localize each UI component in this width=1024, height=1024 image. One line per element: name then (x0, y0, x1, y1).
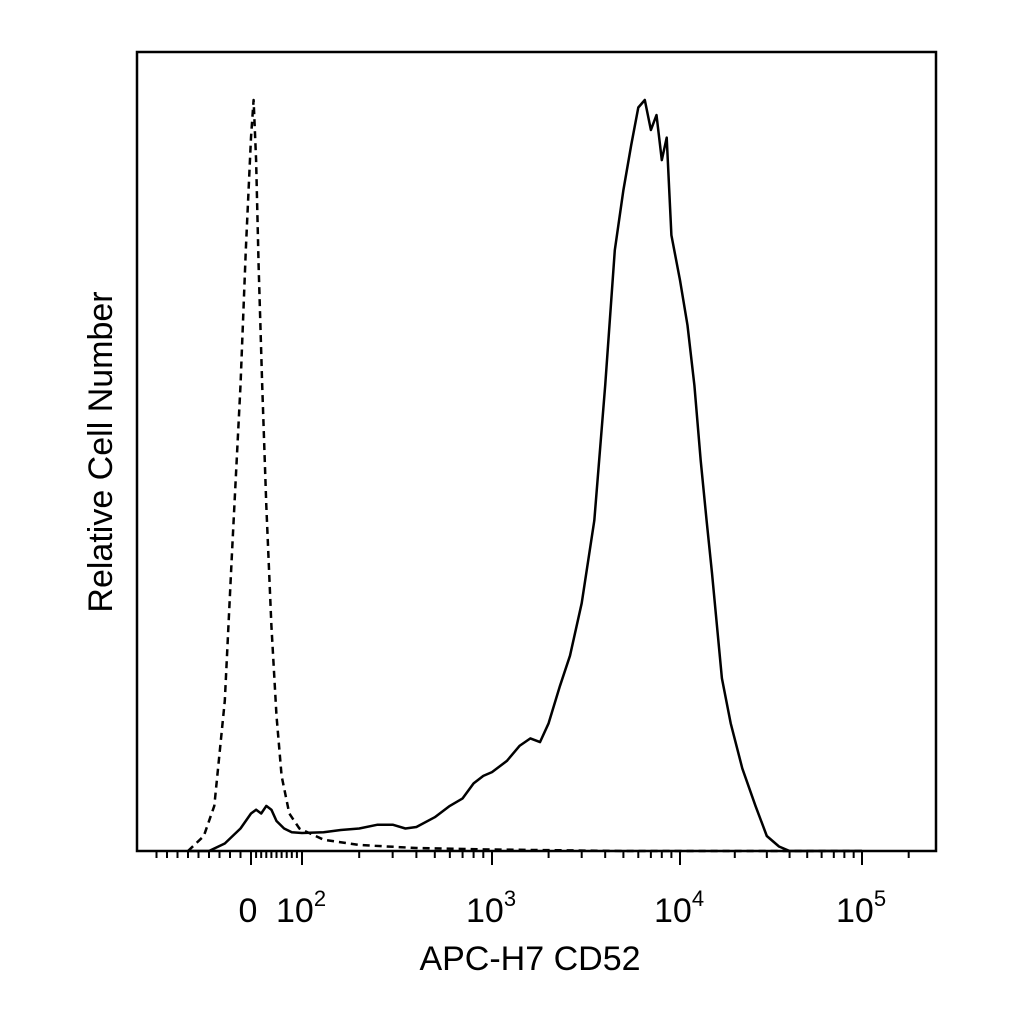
x-axis-ticks (155, 851, 910, 865)
x-tick-label: 105 (836, 886, 886, 930)
x-axis-label: APC-H7 CD52 (419, 940, 640, 978)
stained-histogram-curve (188, 98, 862, 853)
control-histogram-curve (187, 98, 862, 853)
x-axis-tick-labels: 0 102 103 104 105 (239, 886, 887, 930)
histogram-curves (187, 98, 862, 853)
x-tick-label: 103 (466, 886, 516, 930)
x-tick-label: 104 (654, 886, 704, 930)
x-tick-label: 0 (239, 892, 258, 930)
y-axis-label: Relative Cell Number (82, 291, 120, 612)
x-tick-label: 102 (276, 886, 326, 930)
